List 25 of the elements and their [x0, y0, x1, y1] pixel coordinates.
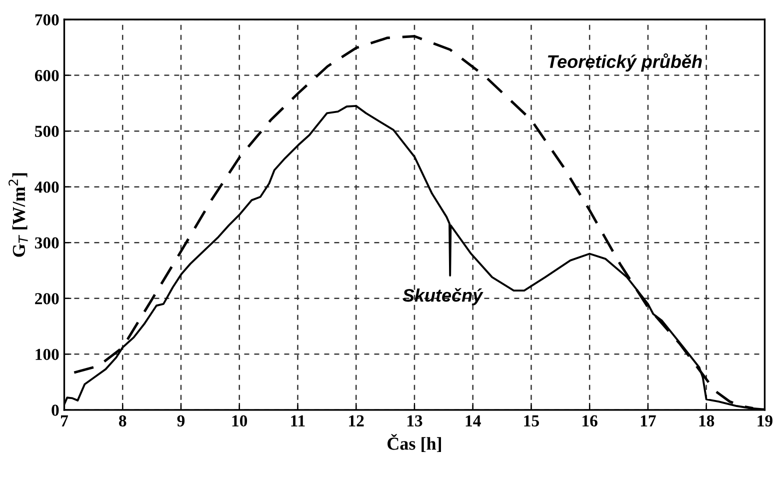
y-tick-label: 0 — [52, 404, 59, 416]
x-axis-title: Čas [h] — [388, 434, 441, 452]
y-tick-label: 500 — [35, 126, 59, 138]
x-tick-label: 13 — [407, 415, 422, 427]
x-tick-label: 16 — [582, 415, 598, 427]
text: Teoretický průběh — [548, 53, 702, 72]
x-tick-label: 12 — [349, 415, 364, 426]
y-tick-label: 400 — [34, 182, 59, 193]
y-axis-title: G$_{T}$ [W/m$^{2}$] — [8, 173, 28, 257]
x-tick-label: 14 — [466, 415, 481, 426]
y-tick-label: 200 — [35, 293, 59, 304]
y-tick-label: 300 — [35, 237, 59, 249]
x-tick-label: 9 — [177, 415, 185, 427]
x-tick-label: 18 — [699, 415, 714, 427]
x-tick-label: 8 — [119, 415, 126, 427]
y-tick-label: 600 — [34, 70, 59, 82]
x-tick-label: 10 — [232, 415, 248, 427]
x-tick-label: 19 — [758, 415, 772, 427]
x-tick-label: 11 — [291, 415, 305, 426]
x-tick-label: 15 — [524, 415, 539, 427]
y-tick-label: 700 — [35, 14, 59, 26]
y-tick-label: 100 — [36, 348, 59, 360]
x-tick-label: 17 — [640, 415, 656, 426]
x-tick-label: 7 — [61, 415, 68, 426]
series-label: Skutečný — [402, 288, 484, 306]
